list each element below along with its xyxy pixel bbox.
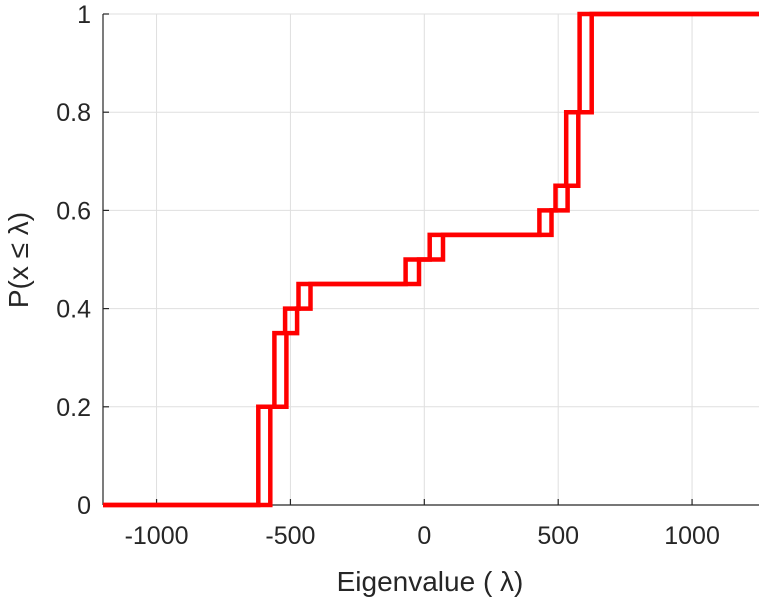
series-group [103,11,759,508]
x-tick-label: 1000 [664,522,720,550]
tick-labels: -1000 -500 0 500 1000 0 0.2 0.4 0.6 0.8 1 [56,1,720,550]
y-tick-label: 1 [77,1,91,29]
y-tick-label: 0.4 [56,296,91,324]
x-axis-label: Eigenvalue ( λ) [337,566,524,597]
y-tick-label: 0.6 [56,197,91,225]
x-tick-label: -1000 [125,522,189,550]
y-axis-label: P(x ≤ λ) [3,212,34,308]
y-tick-label: 0.8 [56,99,91,127]
x-tick-label: -500 [265,522,315,550]
x-tick-label: 500 [537,522,579,550]
y-tick-label: 0.2 [56,394,91,422]
cdf-step-line-2 [103,11,759,508]
y-tick-label: 0 [77,492,91,520]
x-tick-label: 0 [417,522,431,550]
